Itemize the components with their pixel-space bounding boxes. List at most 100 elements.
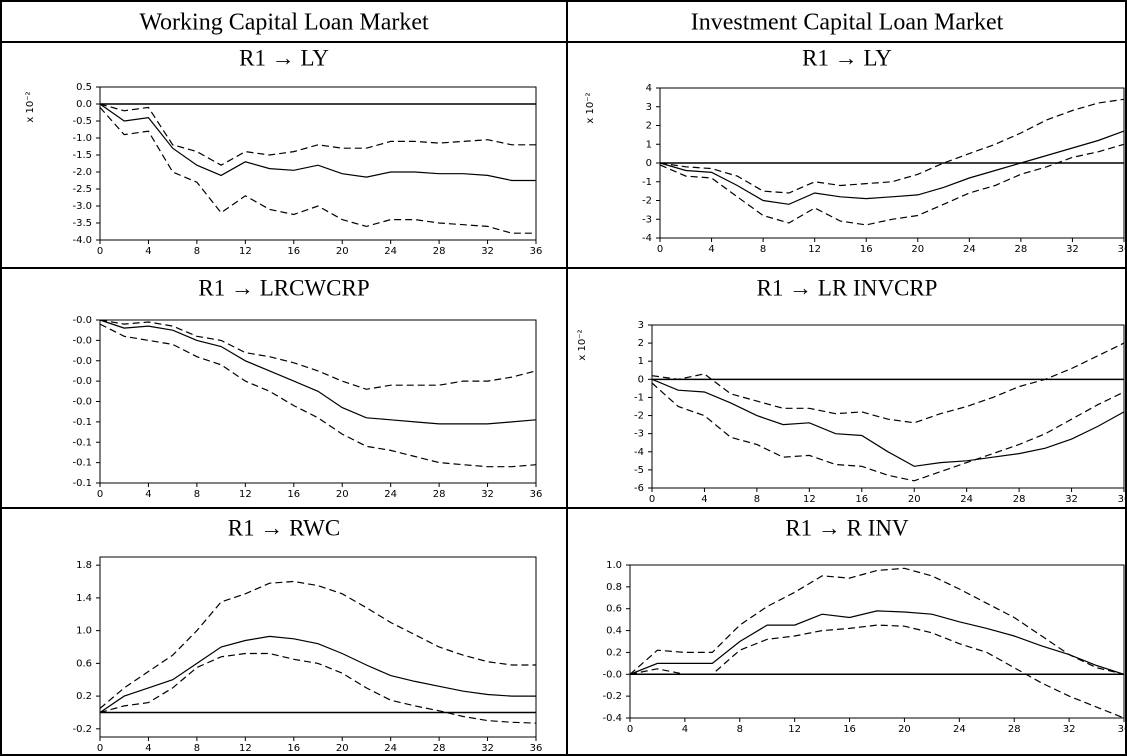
x-tick-label: 8 <box>194 489 200 500</box>
y-tick-label: -3 <box>642 214 652 225</box>
x-tick-label: 4 <box>145 246 151 257</box>
chart-title: R1 → LRCWCRP <box>198 275 369 300</box>
x-tick-label: 16 <box>287 743 300 754</box>
chart-title: R1 → LY <box>802 45 892 70</box>
x-tick-label: 0 <box>97 489 103 500</box>
y-tick-label: -3.0 <box>72 201 92 212</box>
x-tick-label: 24 <box>384 743 397 754</box>
x-tick-label: 28 <box>433 246 446 257</box>
x-tick-label: 20 <box>336 489 349 500</box>
y-tick-label: -4 <box>634 447 644 458</box>
x-tick-label: 12 <box>788 724 801 735</box>
y-tick-label: -2 <box>634 411 644 422</box>
x-tick-label: 12 <box>239 743 252 754</box>
x-tick-label: 0 <box>649 494 655 505</box>
x-tick-label: 0 <box>627 724 633 735</box>
column-header: Investment Capital Loan Market <box>691 10 1004 36</box>
x-tick-label: 8 <box>194 246 200 257</box>
response-line <box>99 652 537 724</box>
y-tick-label: -2 <box>642 196 652 207</box>
x-tick-label: 32 <box>481 489 494 500</box>
y-tick-label: 3 <box>646 102 652 113</box>
y-tick-label: -0.1 <box>72 478 92 489</box>
y-tick-label: 1.0 <box>76 626 92 637</box>
y-tick-label: -1.5 <box>72 150 92 161</box>
response-line <box>651 378 1125 467</box>
x-tick-label: 36 <box>1118 244 1127 255</box>
y-tick-label: -3.5 <box>72 218 92 229</box>
x-tick-label: 32 <box>1066 244 1079 255</box>
x-tick-label: 0 <box>97 743 103 754</box>
y-tick-label: -2.5 <box>72 184 92 195</box>
response-line <box>659 143 1125 226</box>
plot-frame <box>99 86 537 241</box>
x-tick-label: 0 <box>657 244 663 255</box>
y-tick-label: 1.8 <box>76 560 92 571</box>
x-tick-label: 12 <box>239 246 252 257</box>
response-line <box>99 103 536 182</box>
x-tick-label: 16 <box>860 244 873 255</box>
plot-frame <box>629 564 1125 719</box>
x-tick-label: 4 <box>145 489 151 500</box>
y-multiplier: x 10⁻² <box>585 92 596 123</box>
x-tick-label: 36 <box>530 743 543 754</box>
y-tick-label: 3 <box>638 320 644 331</box>
y-tick-label: 1.0 <box>606 560 622 571</box>
column-header: Working Capital Loan Market <box>139 10 429 36</box>
x-tick-label: 36 <box>1118 494 1127 505</box>
x-tick-label: 36 <box>1118 724 1127 735</box>
plot-frame <box>659 87 1125 239</box>
y-tick-label: -1.0 <box>72 133 92 144</box>
x-tick-label: 24 <box>960 494 973 505</box>
x-tick-label: 28 <box>433 743 446 754</box>
y-tick-label: -1 <box>642 177 652 188</box>
chart-title: R1 → R INV <box>785 515 909 540</box>
y-tick-label: 0.2 <box>606 647 622 658</box>
x-tick-label: 8 <box>760 244 766 255</box>
plot-frame <box>99 319 537 484</box>
chart-title: R1 → RWC <box>228 515 340 540</box>
y-tick-label: -0.0 <box>72 356 92 367</box>
y-tick-label: 1 <box>646 139 652 150</box>
y-tick-label: 1 <box>638 356 644 367</box>
x-tick-label: 0 <box>97 246 103 257</box>
x-tick-label: 4 <box>701 494 707 505</box>
x-tick-label: 28 <box>1013 494 1026 505</box>
y-tick-label: -0.0 <box>72 335 92 346</box>
x-tick-label: 12 <box>808 244 821 255</box>
x-tick-label: 16 <box>843 724 856 735</box>
x-tick-label: 24 <box>953 724 966 735</box>
x-tick-label: 12 <box>803 494 816 505</box>
y-tick-label: -1 <box>634 392 644 403</box>
y-tick-label: -0.5 <box>72 116 92 127</box>
y-tick-label: -0.1 <box>72 437 92 448</box>
x-tick-label: 4 <box>708 244 714 255</box>
y-tick-label: -5 <box>634 465 644 476</box>
x-tick-label: 32 <box>481 246 494 257</box>
y-tick-label: 2 <box>646 121 652 132</box>
response-line <box>629 624 1125 719</box>
chart-title: R1 → LY <box>239 45 329 70</box>
x-tick-label: 20 <box>336 743 349 754</box>
response-line <box>659 130 1125 205</box>
y-tick-label: -4 <box>642 233 652 244</box>
x-tick-label: 4 <box>682 724 688 735</box>
x-tick-label: 12 <box>239 489 252 500</box>
y-tick-label: 0.6 <box>76 658 92 669</box>
y-tick-label: -0.4 <box>602 713 622 724</box>
x-tick-label: 20 <box>908 494 921 505</box>
x-tick-label: 8 <box>737 724 743 735</box>
y-multiplier: x 10⁻² <box>577 329 588 360</box>
y-tick-label: -0.0 <box>72 315 92 326</box>
plot-frame <box>651 324 1125 489</box>
y-tick-label: 0.6 <box>606 604 622 615</box>
y-tick-label: 4 <box>646 83 652 94</box>
x-tick-label: 24 <box>384 489 397 500</box>
y-tick-label: -0.2 <box>72 724 92 735</box>
y-tick-label: -0.0 <box>72 397 92 408</box>
x-tick-label: 32 <box>1063 724 1076 735</box>
response-line <box>651 342 1125 424</box>
response-line <box>629 567 1125 675</box>
y-tick-label: -0.1 <box>72 458 92 469</box>
